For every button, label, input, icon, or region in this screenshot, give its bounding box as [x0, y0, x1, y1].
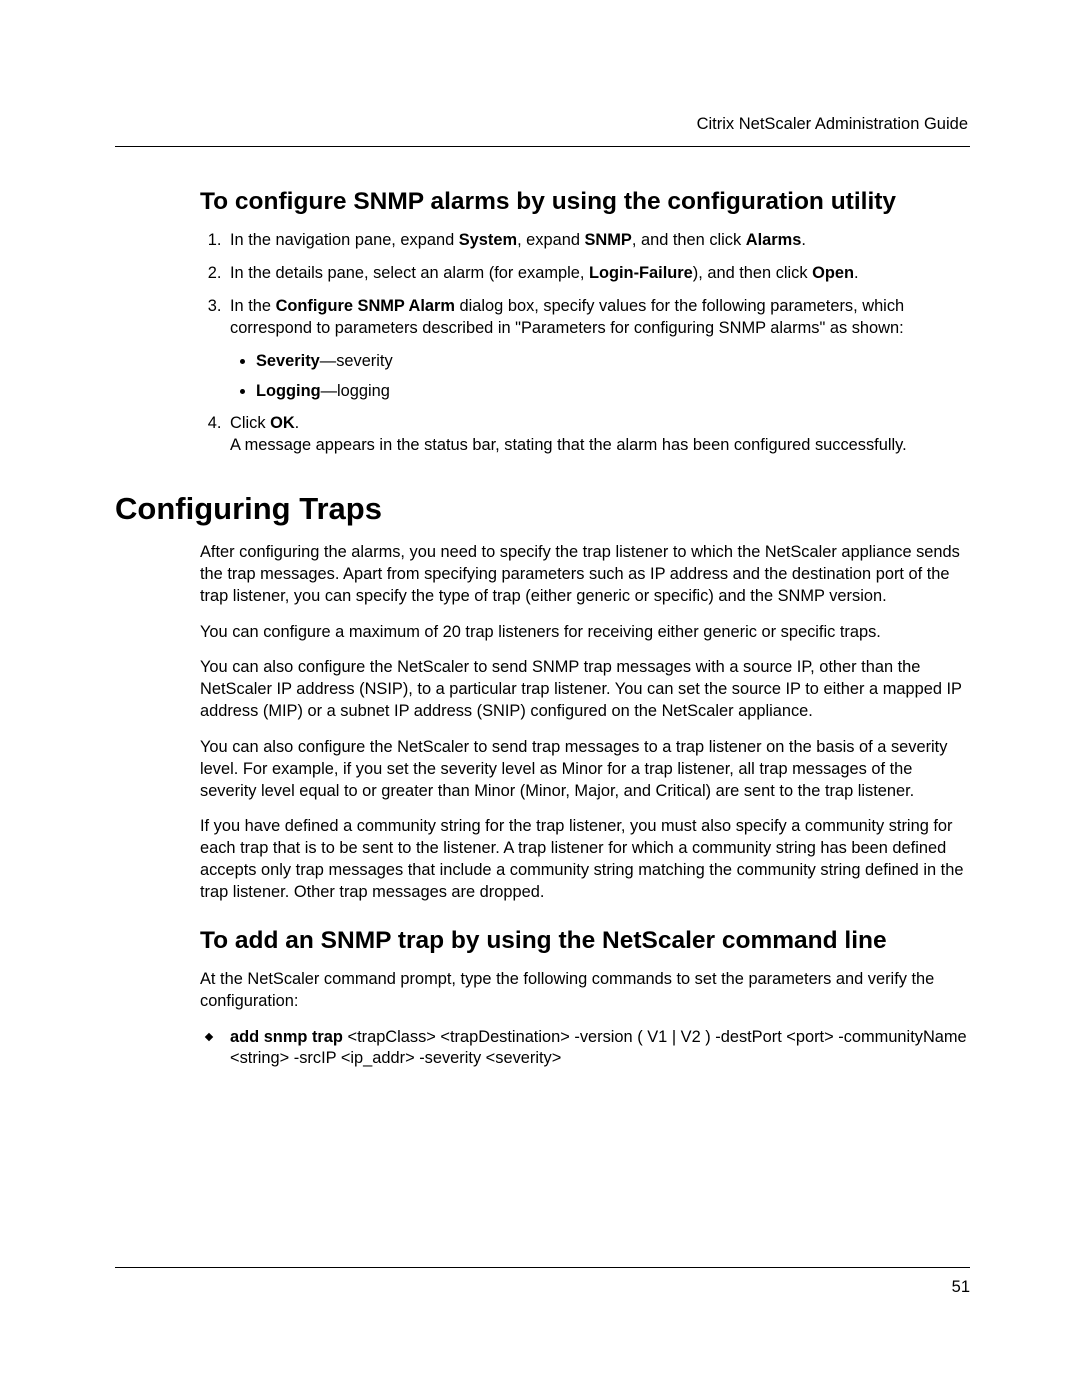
text-bold: Login-Failure: [589, 264, 693, 282]
bullet-severity: Severity—severity: [256, 350, 970, 372]
page: Citrix NetScaler Administration Guide To…: [0, 0, 1080, 1397]
content-area: To configure SNMP alarms by using the co…: [115, 187, 970, 1070]
text-bold: Configure SNMP Alarm: [276, 297, 455, 315]
paragraph: You can also configure the NetScaler to …: [200, 657, 970, 722]
text: .: [801, 231, 806, 249]
text-bold: Logging: [256, 382, 321, 400]
text-bold: Severity: [256, 352, 320, 370]
text: , expand: [517, 231, 584, 249]
text-bold: Alarms: [746, 231, 802, 249]
paragraph: You can also configure the NetScaler to …: [200, 737, 970, 802]
text: —logging: [321, 382, 390, 400]
text-bold: System: [459, 231, 517, 249]
step-1: In the navigation pane, expand System, e…: [226, 230, 970, 252]
header-title: Citrix NetScaler Administration Guide: [115, 115, 970, 134]
steps-list: In the navigation pane, expand System, e…: [200, 230, 970, 456]
text: In the details pane, select an alarm (fo…: [230, 264, 589, 282]
text: A message appears in the status bar, sta…: [230, 436, 907, 454]
text-bold: Open: [812, 264, 854, 282]
footer: 51: [115, 1267, 970, 1297]
paragraph: You can configure a maximum of 20 trap l…: [200, 622, 970, 644]
sub-bullets: Severity—severity Logging—logging: [230, 350, 970, 402]
step-4: Click OK. A message appears in the statu…: [226, 413, 970, 457]
text: Click: [230, 414, 270, 432]
step-3: In the Configure SNMP Alarm dialog box, …: [226, 296, 970, 402]
step-2: In the details pane, select an alarm (fo…: [226, 263, 970, 285]
text: In the: [230, 297, 276, 315]
text: , and then click: [632, 231, 746, 249]
text: —severity: [320, 352, 393, 370]
page-number: 51: [115, 1278, 970, 1297]
bullet-logging: Logging—logging: [256, 380, 970, 402]
heading-configure-snmp-alarms: To configure SNMP alarms by using the co…: [200, 187, 970, 216]
text: .: [295, 414, 300, 432]
text-bold: SNMP: [585, 231, 632, 249]
text: ), and then click: [693, 264, 812, 282]
text: In the navigation pane, expand: [230, 231, 459, 249]
paragraph: If you have defined a community string f…: [200, 816, 970, 903]
paragraph: After configuring the alarms, you need t…: [200, 542, 970, 607]
header-rule: [115, 146, 970, 147]
command-name: add snmp trap: [230, 1028, 343, 1046]
footer-rule: [115, 1267, 970, 1268]
heading-configuring-traps: Configuring Traps: [115, 491, 970, 527]
heading-add-snmp-trap: To add an SNMP trap by using the NetScal…: [200, 926, 970, 955]
command-list: add snmp trap <trapClass> <trapDestinati…: [200, 1027, 970, 1071]
text-bold: OK: [270, 414, 295, 432]
command-item: add snmp trap <trapClass> <trapDestinati…: [224, 1027, 970, 1071]
paragraph: At the NetScaler command prompt, type th…: [200, 969, 970, 1013]
text: .: [854, 264, 859, 282]
